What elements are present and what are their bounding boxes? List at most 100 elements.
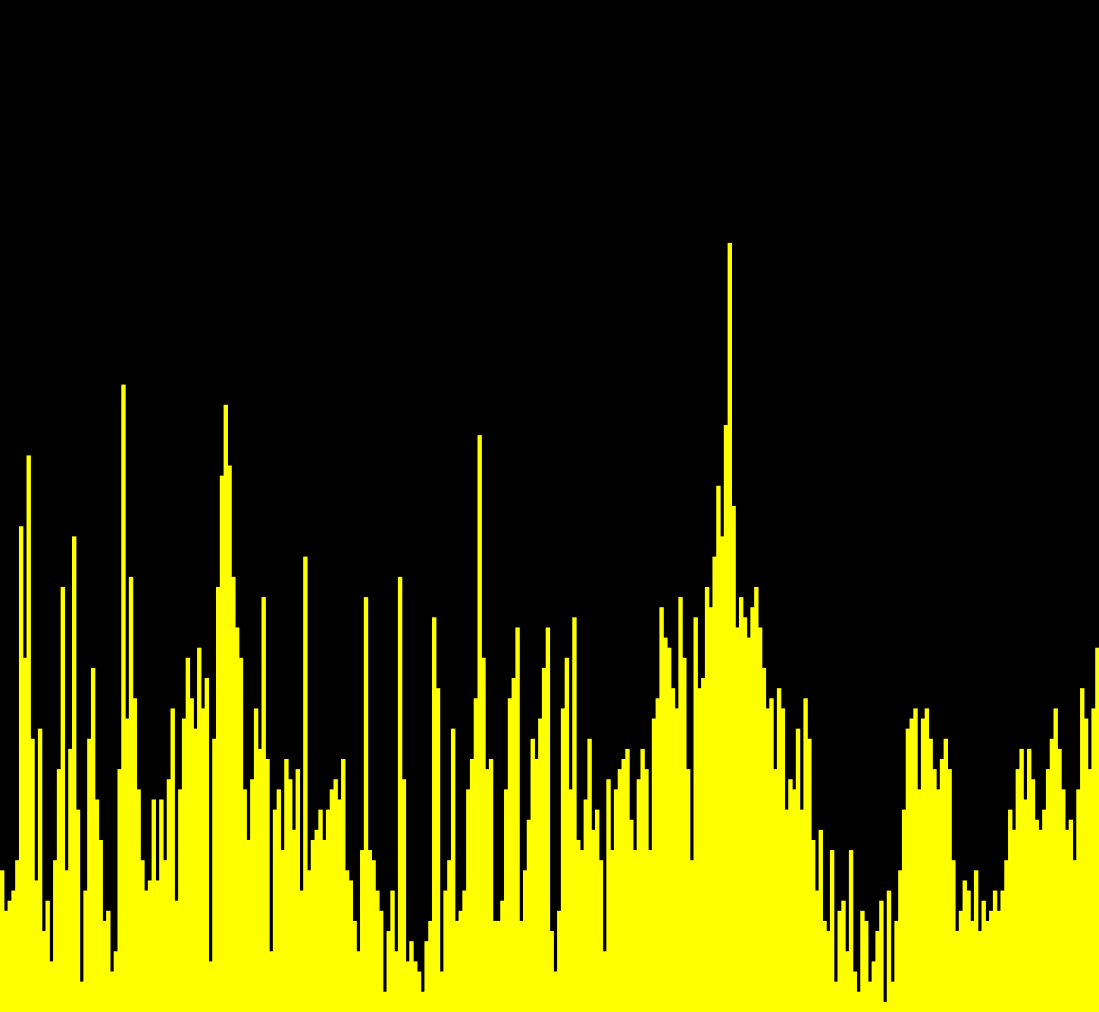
bar xyxy=(117,769,122,1012)
bar xyxy=(94,799,100,1012)
bar xyxy=(200,708,206,1012)
bar xyxy=(894,920,899,1012)
bar xyxy=(382,991,388,1012)
bar xyxy=(981,900,986,1012)
bar xyxy=(269,951,274,1012)
bar xyxy=(920,718,926,1012)
bar xyxy=(238,657,244,1012)
bar xyxy=(568,789,573,1012)
bar xyxy=(272,809,278,1012)
bar xyxy=(545,627,551,1012)
bar xyxy=(299,890,304,1012)
bar xyxy=(18,526,24,1012)
bar xyxy=(636,779,642,1012)
bar xyxy=(530,738,535,1012)
bar xyxy=(227,465,232,1012)
bar xyxy=(538,718,543,1012)
bar xyxy=(977,931,983,1012)
bar xyxy=(420,991,426,1012)
bar xyxy=(102,920,107,1012)
bar xyxy=(572,617,577,1012)
bar xyxy=(473,698,479,1012)
bar xyxy=(1045,769,1051,1012)
bar xyxy=(257,748,263,1012)
bar xyxy=(1008,809,1013,1012)
bar xyxy=(11,890,16,1012)
bar xyxy=(852,971,858,1012)
bar xyxy=(306,870,312,1012)
bar xyxy=(439,971,444,1012)
bar xyxy=(954,931,960,1012)
bar xyxy=(250,779,255,1012)
bar xyxy=(170,708,175,1012)
bar xyxy=(106,910,111,1012)
bar xyxy=(674,708,679,1012)
bar xyxy=(41,931,47,1012)
bar xyxy=(670,688,676,1012)
bar xyxy=(901,809,907,1012)
bar xyxy=(1080,688,1085,1012)
bar xyxy=(738,597,744,1012)
bar xyxy=(659,607,664,1012)
bar xyxy=(87,738,92,1012)
bar xyxy=(807,738,812,1012)
bar xyxy=(966,890,971,1012)
bar xyxy=(909,718,914,1012)
bar xyxy=(970,920,975,1012)
bar xyxy=(352,920,357,1012)
bar xyxy=(769,698,774,1012)
bar xyxy=(682,657,687,1012)
bar xyxy=(140,860,145,1012)
bar xyxy=(462,890,467,1012)
bar xyxy=(424,941,429,1012)
bar xyxy=(765,708,770,1012)
bar xyxy=(1049,738,1055,1012)
bar xyxy=(261,597,266,1012)
bar xyxy=(663,637,668,1012)
bar xyxy=(735,627,740,1012)
bar xyxy=(443,890,448,1012)
bar xyxy=(560,708,566,1012)
bar xyxy=(1038,829,1043,1012)
bar xyxy=(90,667,96,1012)
bar xyxy=(917,789,922,1012)
bar xyxy=(386,931,391,1012)
bar xyxy=(936,789,941,1012)
bar xyxy=(534,759,539,1012)
bar xyxy=(678,597,683,1012)
bar xyxy=(598,860,604,1012)
bar xyxy=(773,769,778,1012)
bar xyxy=(784,809,789,1012)
bar xyxy=(1083,718,1089,1012)
bar xyxy=(405,961,410,1012)
bar xyxy=(390,890,395,1012)
bar xyxy=(79,981,84,1012)
bar xyxy=(181,718,187,1012)
bar xyxy=(363,597,369,1012)
bar xyxy=(648,850,653,1012)
bar xyxy=(83,890,88,1012)
bar xyxy=(481,657,486,1012)
bar xyxy=(401,779,407,1012)
bar xyxy=(716,485,721,1012)
bar xyxy=(742,617,748,1012)
bar xyxy=(651,718,657,1012)
bar xyxy=(591,829,596,1012)
bar xyxy=(333,779,338,1012)
bar xyxy=(1000,890,1005,1012)
bar xyxy=(583,799,588,1012)
bar xyxy=(234,627,240,1012)
bar xyxy=(409,941,414,1012)
bar xyxy=(147,880,153,1012)
bar xyxy=(98,839,103,1012)
bar xyxy=(886,890,892,1012)
bar xyxy=(712,556,717,1012)
bar xyxy=(515,627,520,1012)
bar xyxy=(1091,708,1096,1012)
bar xyxy=(962,880,967,1012)
bar xyxy=(814,890,820,1012)
bar xyxy=(776,688,782,1012)
bar xyxy=(928,738,933,1012)
bar xyxy=(341,759,346,1012)
